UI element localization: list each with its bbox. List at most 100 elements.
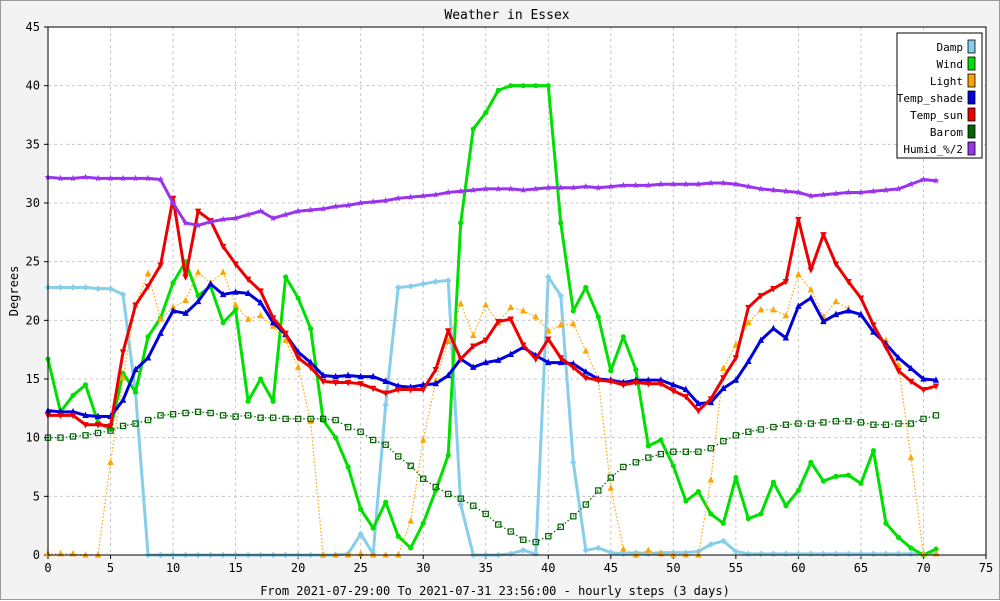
data-point xyxy=(757,305,765,313)
data-point xyxy=(483,110,489,116)
y-tick-label: 20 xyxy=(26,313,40,327)
data-point xyxy=(708,511,714,517)
data-point xyxy=(269,214,277,222)
data-point xyxy=(670,381,677,388)
legend-swatch xyxy=(967,141,976,156)
data-point xyxy=(144,354,152,361)
data-point xyxy=(369,372,377,380)
data-point xyxy=(632,459,640,466)
data-point xyxy=(445,337,452,345)
data-point xyxy=(857,295,865,302)
data-point xyxy=(920,175,927,183)
y-tick-label: 0 xyxy=(33,548,40,562)
data-point xyxy=(657,180,665,188)
data-point xyxy=(69,284,77,291)
data-point xyxy=(770,305,777,313)
data-point xyxy=(883,520,889,526)
data-point xyxy=(508,83,514,89)
data-point xyxy=(670,551,677,558)
data-point xyxy=(245,398,251,404)
data-point xyxy=(795,270,802,278)
data-point xyxy=(632,379,640,387)
data-point xyxy=(219,268,227,275)
data-point xyxy=(582,375,589,382)
x-tick-label: 25 xyxy=(353,561,367,575)
data-point xyxy=(107,174,114,182)
data-point xyxy=(82,432,89,439)
data-point xyxy=(870,322,877,329)
data-point xyxy=(232,413,239,420)
data-point xyxy=(858,480,864,487)
data-point xyxy=(808,459,814,465)
data-point xyxy=(470,343,477,350)
data-point xyxy=(670,388,677,395)
data-point xyxy=(445,371,452,379)
data-point xyxy=(408,545,414,551)
data-point xyxy=(557,321,564,328)
data-point xyxy=(732,355,740,362)
data-point xyxy=(932,412,940,419)
data-point xyxy=(357,530,364,538)
data-point xyxy=(232,288,239,295)
data-point xyxy=(620,382,627,389)
data-point xyxy=(719,179,727,186)
data-point xyxy=(920,415,927,423)
data-point xyxy=(695,408,702,415)
data-point xyxy=(432,191,440,198)
data-point xyxy=(244,276,252,284)
data-point xyxy=(782,187,790,195)
data-point xyxy=(732,432,740,439)
legend-label: Humid_%/2 xyxy=(903,143,963,156)
data-point xyxy=(620,334,626,340)
data-point xyxy=(832,310,840,318)
x-tick-label: 15 xyxy=(228,561,242,575)
data-point xyxy=(433,487,439,494)
data-point xyxy=(258,376,264,382)
data-point xyxy=(457,501,464,508)
data-point xyxy=(307,415,314,423)
y-tick-label: 40 xyxy=(26,79,40,93)
data-point xyxy=(769,186,777,194)
data-point xyxy=(295,295,301,301)
x-tick-label: 70 xyxy=(916,561,930,575)
data-point xyxy=(795,420,802,427)
data-point xyxy=(882,344,890,352)
data-point xyxy=(357,428,364,436)
data-point xyxy=(219,215,227,223)
data-point xyxy=(682,394,690,401)
y-tick-label: 45 xyxy=(26,20,40,34)
data-point xyxy=(157,262,164,269)
data-point xyxy=(545,358,552,366)
x-tick-label: 60 xyxy=(791,561,805,575)
data-point xyxy=(782,334,790,341)
data-point xyxy=(482,185,490,192)
data-point xyxy=(807,286,815,293)
data-point xyxy=(432,367,439,374)
data-point xyxy=(444,188,452,196)
x-tick-label: 10 xyxy=(166,561,180,575)
data-point xyxy=(307,417,314,424)
y-tick-label: 5 xyxy=(33,489,40,503)
data-point xyxy=(319,551,327,558)
series-line xyxy=(46,84,937,557)
data-point xyxy=(870,421,877,428)
data-point xyxy=(244,315,252,322)
data-point xyxy=(595,314,601,320)
data-point xyxy=(269,414,277,421)
legend-swatch xyxy=(967,124,976,139)
data-point xyxy=(332,202,340,210)
data-point xyxy=(107,427,114,434)
data-point xyxy=(457,300,464,307)
grid xyxy=(48,27,986,555)
data-point xyxy=(169,307,177,314)
data-point xyxy=(232,261,239,268)
data-point xyxy=(207,280,214,287)
data-point xyxy=(545,533,552,540)
data-point xyxy=(407,283,414,290)
data-point xyxy=(532,185,540,192)
data-point xyxy=(82,382,89,388)
data-point xyxy=(657,381,665,388)
data-point xyxy=(720,537,727,545)
data-point xyxy=(570,459,577,466)
